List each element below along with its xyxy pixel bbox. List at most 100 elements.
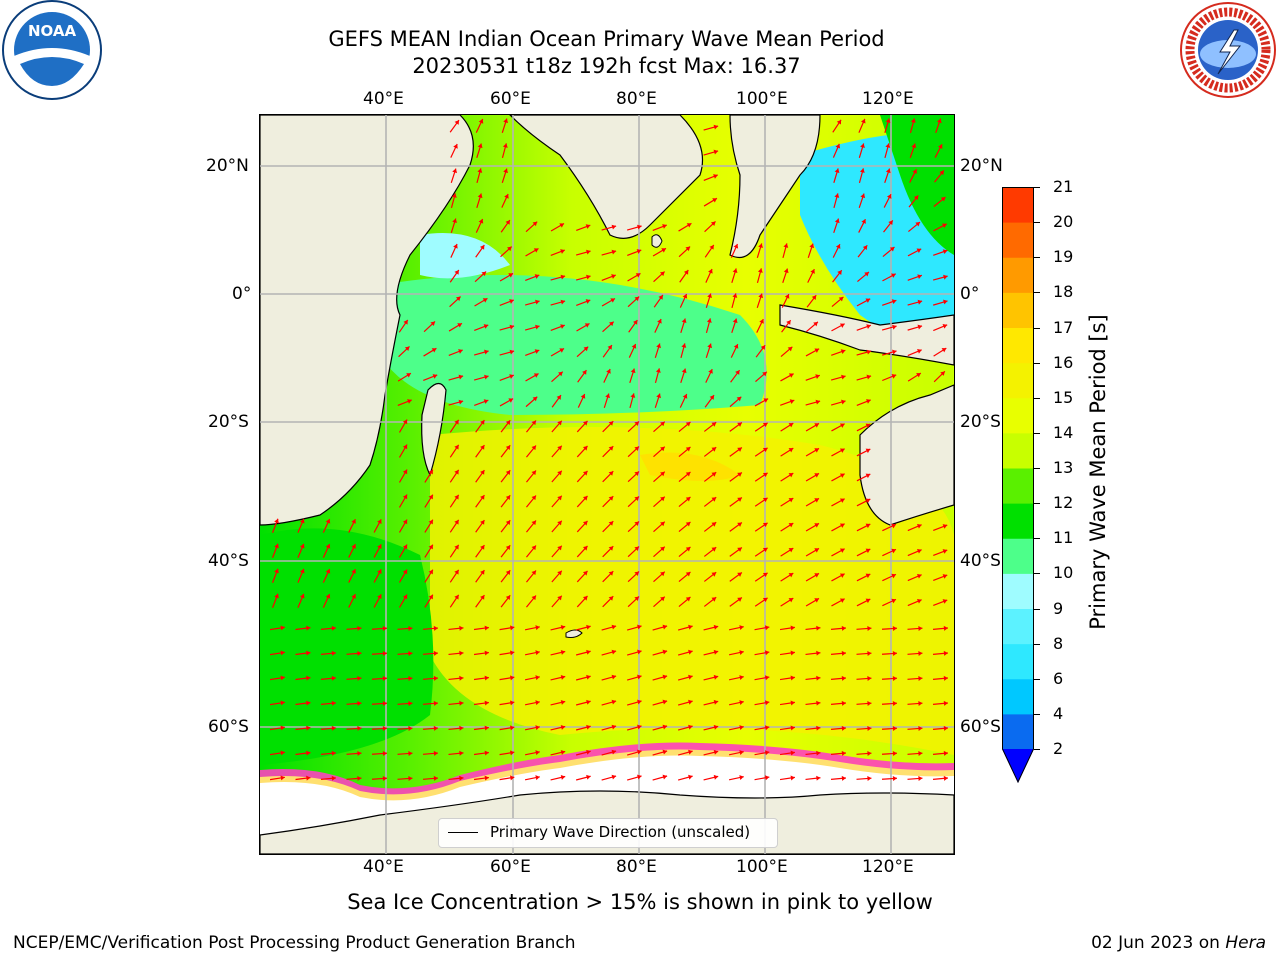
wave-arrow xyxy=(907,725,923,731)
wave-arrow xyxy=(831,548,845,557)
wave-arrow xyxy=(473,725,489,731)
wave-arrow xyxy=(832,119,842,133)
wave-arrow xyxy=(881,324,897,331)
wave-arrow xyxy=(932,274,948,281)
wave-arrow xyxy=(602,344,613,358)
colorbar-tick-label: 19 xyxy=(1053,247,1074,267)
wave-arrow xyxy=(422,750,439,756)
colorbar-tick-label: 8 xyxy=(1053,633,1064,653)
wave-arrow xyxy=(907,548,922,557)
wave-arrow xyxy=(754,547,768,557)
wave-arrow xyxy=(476,168,483,184)
wave-arrow xyxy=(653,571,666,583)
wave-arrow xyxy=(831,498,845,507)
wave-arrow xyxy=(805,750,821,756)
wave-arrow xyxy=(448,399,464,406)
wave-arrow xyxy=(320,700,337,706)
wave-arrow xyxy=(449,594,460,608)
wave-arrow xyxy=(475,419,485,433)
wave-arrow xyxy=(269,750,285,756)
wave-arrow xyxy=(679,269,689,283)
wave-arrow xyxy=(449,444,460,458)
wave-arrow xyxy=(652,649,668,656)
wave-arrow xyxy=(932,775,949,781)
wave-arrow xyxy=(501,118,509,133)
wave-arrow xyxy=(652,724,668,731)
wave-arrow xyxy=(830,775,847,781)
lat-label-right: 0° xyxy=(960,284,980,304)
wave-arrow xyxy=(424,519,434,533)
wave-arrow xyxy=(525,445,537,458)
lon-label-bottom: 100°E xyxy=(736,857,788,877)
wave-arrow xyxy=(449,119,460,133)
wave-arrow xyxy=(907,349,922,357)
wave-arrow xyxy=(856,374,872,381)
wave-arrow xyxy=(398,569,408,583)
colorbar-swatch xyxy=(1002,432,1034,469)
wave-arrow xyxy=(525,247,539,257)
wave-arrow xyxy=(448,775,464,781)
wave-arrow xyxy=(475,544,485,558)
wave-arrow xyxy=(348,518,356,533)
wave-arrow xyxy=(346,625,362,631)
wave-arrow xyxy=(884,168,891,183)
wave-arrow xyxy=(475,444,485,458)
colorbar-swatch xyxy=(1002,468,1034,504)
wave-arrow xyxy=(932,650,949,656)
wave-arrow xyxy=(729,547,743,557)
wave-arrow xyxy=(703,699,719,706)
wave-arrow xyxy=(346,700,362,706)
wave-arrow xyxy=(602,470,614,483)
wave-arrow xyxy=(806,294,817,308)
wave-arrow xyxy=(448,322,463,332)
wave-arrow xyxy=(398,444,408,458)
wave-arrow xyxy=(729,497,743,507)
colorbar-swatch xyxy=(1002,503,1034,539)
wave-arrow xyxy=(320,650,337,656)
wave-arrow xyxy=(371,626,388,632)
wave-arrow xyxy=(602,570,614,583)
wave-arrow xyxy=(756,318,764,333)
wave-arrow xyxy=(934,170,945,183)
colorbar-swatch xyxy=(1002,643,1034,680)
wave-arrow xyxy=(933,347,947,357)
wave-arrow xyxy=(754,675,770,681)
wave-arrow xyxy=(397,372,412,382)
wave-arrow xyxy=(576,470,588,483)
wave-arrow xyxy=(449,494,460,508)
wave-arrow xyxy=(525,274,540,281)
wave-arrow xyxy=(805,725,821,731)
wave-arrow xyxy=(858,193,866,208)
wave-arrow xyxy=(856,423,871,432)
wave-arrow xyxy=(935,118,942,133)
wave-arrow xyxy=(654,368,661,384)
wave-arrow xyxy=(858,118,866,133)
wave-arrow xyxy=(550,324,566,331)
wave-arrow xyxy=(500,444,511,458)
wave-arrow xyxy=(348,543,356,558)
wave-arrow xyxy=(499,324,515,331)
lat-label-right: 20°S xyxy=(960,412,1001,432)
wave-arrow xyxy=(524,750,540,756)
wave-arrow xyxy=(550,348,565,357)
wave-arrow xyxy=(373,519,382,533)
wave-arrow xyxy=(450,168,458,183)
wave-arrow xyxy=(272,518,279,533)
wave-arrow xyxy=(474,324,489,332)
wave-arrow xyxy=(449,469,460,483)
lat-label-left: 0° xyxy=(232,284,252,304)
wave-arrow xyxy=(295,725,311,731)
wave-arrow xyxy=(703,496,717,507)
wave-arrow xyxy=(499,299,514,306)
colorbar-tick-mark xyxy=(1034,257,1040,259)
wave-arrow xyxy=(269,725,285,731)
wave-arrow xyxy=(551,394,562,408)
lon-label-top: 120°E xyxy=(862,89,914,109)
wave-arrow xyxy=(729,522,743,532)
wave-arrow xyxy=(371,676,388,682)
wave-arrow xyxy=(932,700,949,706)
wave-arrow xyxy=(805,374,821,381)
wave-arrow xyxy=(525,221,538,233)
colorbar-tick-label: 21 xyxy=(1053,177,1074,196)
wave-arrow xyxy=(346,750,362,756)
